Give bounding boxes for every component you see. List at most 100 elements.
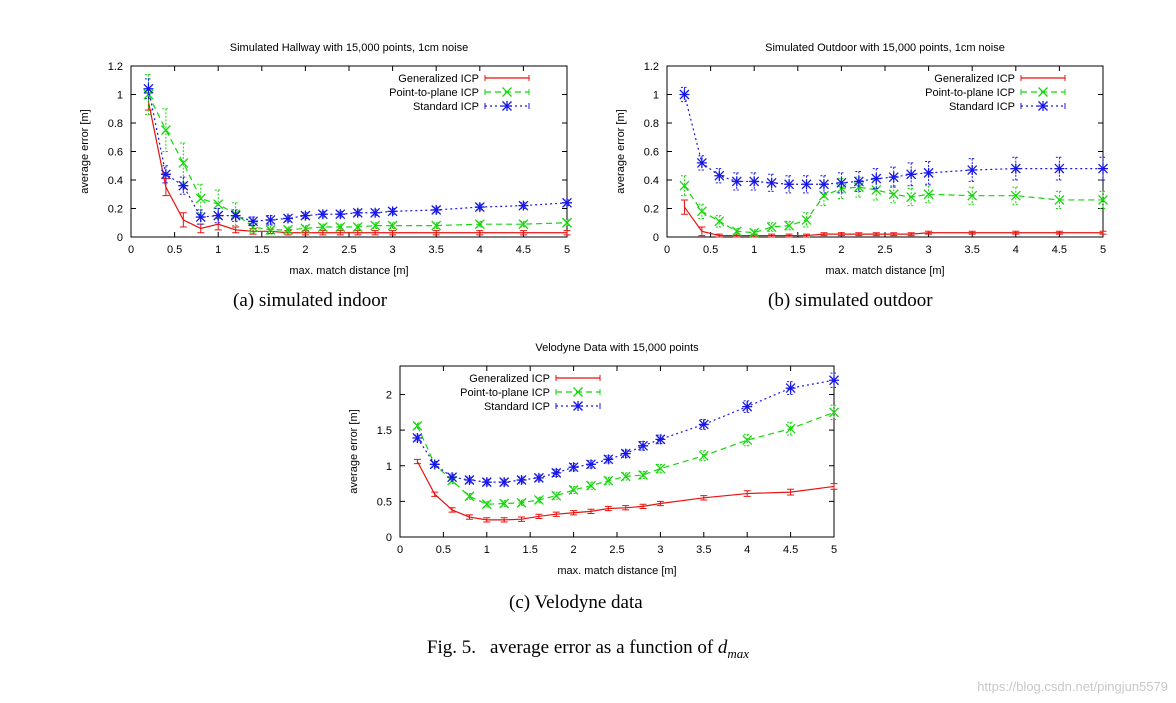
data-point [387, 206, 398, 217]
x-tick-label: 1 [751, 244, 757, 256]
data-point [370, 220, 381, 231]
data-point [518, 219, 529, 230]
x-tick-label: 1.5 [523, 544, 538, 556]
error-bar [179, 212, 187, 228]
data-point [213, 210, 224, 221]
data-point [1054, 194, 1065, 205]
data-point [431, 204, 442, 215]
data-point [829, 375, 839, 386]
data-point [585, 459, 596, 470]
x-tick-label: 0 [664, 244, 670, 256]
data-point [551, 467, 562, 478]
data-point [352, 207, 363, 218]
error-bar [837, 232, 845, 237]
y-axis-label: average error [m] [348, 409, 360, 493]
plot-frame [130, 65, 568, 238]
error-bar [465, 514, 473, 520]
data-point [655, 463, 666, 474]
data-point [562, 197, 572, 208]
data-point [352, 222, 363, 232]
error-bar [389, 230, 397, 236]
error-bar [656, 500, 664, 507]
y-tick-label: 0.2 [644, 204, 659, 216]
data-point [888, 172, 899, 183]
data-point [317, 209, 328, 220]
data-point [603, 454, 614, 465]
x-tick-label: 1.5 [254, 244, 269, 256]
data-point [317, 222, 328, 232]
data-point [906, 192, 917, 203]
figure-caption-variable: d [717, 637, 728, 658]
data-point [784, 220, 795, 231]
data-point [143, 83, 154, 94]
x-tick-label: 0 [128, 244, 134, 256]
legend-errorbar-cap [555, 403, 601, 409]
legend-label: Standard ICP [484, 401, 550, 413]
data-point [679, 89, 690, 100]
series-generalized [413, 458, 838, 523]
legend-marker [573, 387, 583, 397]
series-standard [412, 372, 839, 488]
x-tick-label: 2 [838, 244, 844, 256]
x-tick-label: 2.5 [877, 244, 892, 256]
error-bar [1012, 230, 1020, 235]
figure-caption-subscript: max [727, 645, 750, 661]
x-axis-label: max. match distance [m] [557, 565, 676, 577]
data-point [474, 219, 485, 230]
y-tick-label: 1 [117, 90, 123, 102]
data-point [447, 472, 458, 483]
error-bar [354, 230, 362, 236]
data-point [195, 193, 206, 204]
error-bar [855, 232, 863, 237]
data-point [603, 475, 614, 486]
data-point [481, 499, 492, 510]
data-point [731, 176, 742, 187]
error-bar [1055, 230, 1063, 235]
error-bar [803, 233, 811, 238]
data-point [230, 210, 241, 221]
x-tick-label: 1 [484, 544, 490, 556]
data-point [387, 220, 398, 231]
legend-marker [1038, 101, 1048, 111]
y-tick-label: 0.4 [108, 175, 123, 187]
error-bar [519, 230, 527, 236]
x-tick-label: 3.5 [429, 244, 444, 256]
y-axis-label: average error [m] [615, 109, 627, 193]
data-point [731, 226, 742, 237]
data-point [1010, 190, 1021, 201]
error-bar [518, 516, 526, 522]
error-bar [768, 233, 776, 238]
error-bar [787, 488, 795, 496]
data-point [195, 212, 206, 223]
y-tick-label: 1.2 [108, 61, 123, 73]
error-bar [639, 503, 647, 509]
data-point [533, 494, 544, 505]
data-point [801, 179, 812, 190]
series-line [683, 206, 1103, 237]
y-tick-label: 0.6 [644, 147, 659, 159]
data-point [533, 472, 544, 483]
data-point [300, 210, 311, 221]
y-tick-label: 0.2 [108, 204, 123, 216]
y-tick-label: 1.2 [644, 61, 659, 73]
data-point [766, 177, 777, 188]
y-tick-label: 0.8 [644, 118, 659, 130]
series-line [416, 461, 835, 521]
data-point [888, 189, 899, 200]
data-point [871, 173, 882, 184]
figure-caption: Fig. 5. average error as a function of dm… [0, 637, 1176, 662]
data-point [178, 157, 189, 168]
y-tick-label: 2 [386, 390, 392, 402]
series-standard [679, 86, 1108, 194]
data-point [698, 450, 709, 461]
data-point [412, 432, 423, 443]
legend-errorbar-cap [484, 89, 530, 95]
x-tick-label: 4 [744, 544, 750, 556]
series-generalized [680, 199, 1107, 238]
data-point [568, 485, 579, 495]
error-bar [1099, 230, 1107, 235]
x-tick-label: 3.5 [965, 244, 980, 256]
x-tick-label: 3.5 [696, 544, 711, 556]
error-bar [431, 491, 439, 497]
